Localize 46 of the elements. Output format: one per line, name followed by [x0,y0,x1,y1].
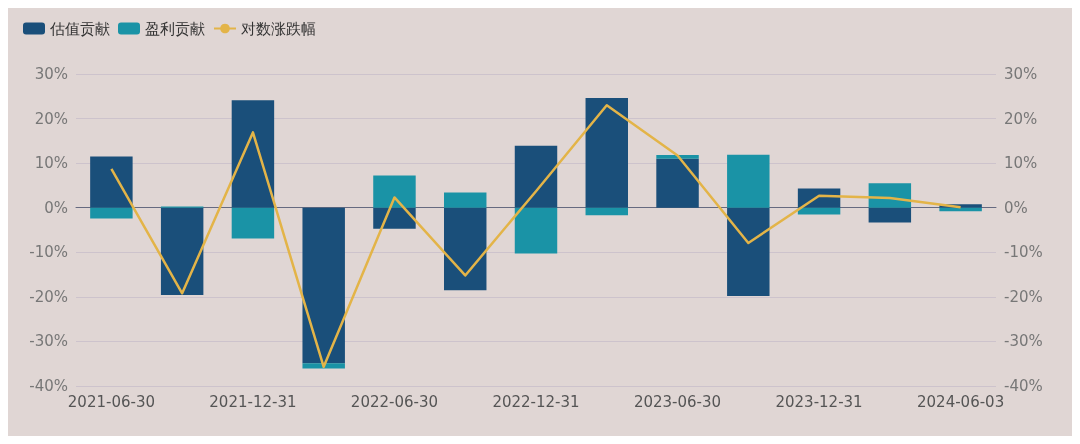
bar [373,175,416,208]
legend-label: 估值贡献 [49,19,110,38]
y2-tick-label: 20% [1004,109,1038,128]
y-tick-label: 20% [34,109,68,128]
bar [302,363,345,369]
y-tick-label: 10% [34,154,68,173]
bar [302,207,345,364]
bar [514,207,558,254]
bar [444,192,487,208]
bar [585,207,628,216]
bar [585,98,628,208]
line-series [110,103,962,369]
y2-tick-label: -10% [1004,243,1043,262]
y2-tick-label: 0% [1004,198,1028,217]
bar [444,207,487,291]
bar [231,207,275,239]
y-tick-label: -10% [29,243,68,262]
bar [160,207,204,296]
bar [90,207,133,219]
bar [727,207,770,296]
x-tick-label: 2021-12-31 [209,392,297,411]
y2-tick-label: -40% [1004,377,1043,395]
y2-tick-label: 30% [1004,65,1038,83]
x-tick-label: 2021-06-30 [67,392,155,411]
y-tick-label: 0% [44,198,68,217]
bar [656,155,699,159]
bar [514,145,558,208]
y-tick-label: -20% [29,287,68,306]
y2-tick-label: -20% [1004,287,1043,306]
y-tick-label: 30% [34,65,68,83]
x-tick-label: 2022-12-31 [492,392,580,411]
y2-tick-label: 10% [1004,154,1038,173]
bar [656,158,699,208]
y2-tick-label: -30% [1004,332,1043,351]
x-tick-label: 2024-06-03 [917,392,1005,411]
x-tick-label: 2023-06-30 [633,392,722,411]
x-tick-label: 2023-12-31 [775,392,863,411]
y-tick-label: -40% [29,377,68,395]
y-tick-label: -30% [29,332,68,351]
x-tick-label: 2022-06-30 [350,392,439,411]
legend-label: 盈利贡献 [145,19,205,38]
bar [727,154,770,208]
bar [231,100,275,208]
bar [868,207,912,223]
legend-label: 对数涨跌幅 [241,19,316,38]
bar [90,156,133,208]
